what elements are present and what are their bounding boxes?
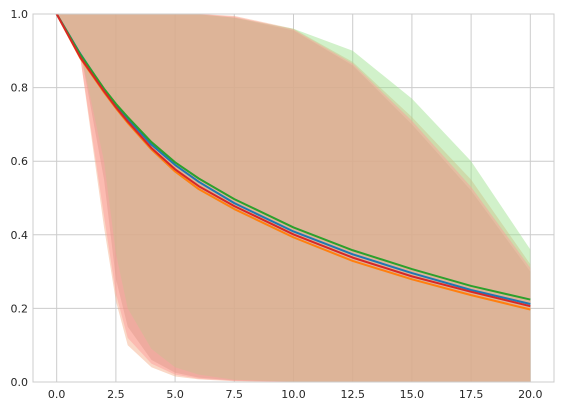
- confidence-band-4: [56, 14, 531, 382]
- y-tick-label: 0.0: [11, 376, 29, 389]
- x-tick-label: 0.0: [48, 388, 66, 401]
- series-line-3: [55, 13, 531, 301]
- confidence-band-2: [56, 14, 531, 382]
- confidence-bands: [56, 14, 531, 382]
- x-tick-labels: 0.0 2.5 5.0 7.5 10.0 12.5 15.0 17.5 20.0: [48, 388, 543, 401]
- y-tick-label: 0.8: [11, 82, 29, 95]
- y-tick-labels: 0.0 0.2 0.4 0.6 0.8 1.0: [11, 8, 29, 389]
- series-lines: [55, 13, 531, 311]
- x-tick-label: 5.0: [166, 388, 184, 401]
- plot-frame: [32, 13, 555, 383]
- x-tick-label: 12.5: [340, 388, 365, 401]
- series-line-4: [55, 13, 531, 308]
- x-tick-label: 17.5: [459, 388, 484, 401]
- x-tick-label: 2.5: [107, 388, 125, 401]
- y-tick-label: 0.4: [11, 229, 29, 242]
- x-tick-label: 7.5: [226, 388, 244, 401]
- y-tick-label: 0.6: [11, 155, 29, 168]
- y-tick-label: 0.2: [11, 302, 29, 315]
- confidence-band-1: [56, 14, 531, 382]
- x-tick-label: 20.0: [518, 388, 543, 401]
- x-tick-label: 10.0: [281, 388, 306, 401]
- confidence-band-3: [56, 14, 531, 382]
- x-tick-label: 15.0: [400, 388, 425, 401]
- y-tick-label: 1.0: [11, 8, 29, 21]
